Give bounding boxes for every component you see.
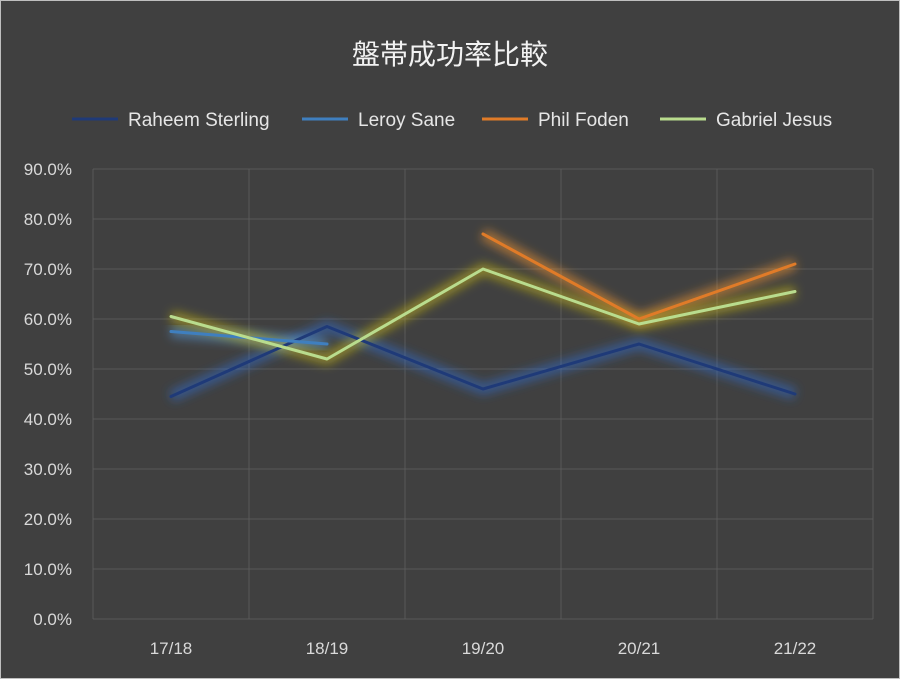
chart-title: 盤帯成功率比較 [352,38,548,71]
y-tick-label: 60.0% [24,310,72,329]
y-axis: 0.0% 10.0% 20.0% 30.0% 40.0% 50.0% 60.0% 70.0% 8… [24,160,72,629]
series-line [169,325,797,398]
series-glow [169,263,797,365]
x-tick-label: 20/21 [618,639,661,658]
x-axis: 17/18 18/19 19/20 20/21 21/22 [150,639,817,658]
y-tick-label: 70.0% [24,260,72,279]
legend: Raheem Sterling Leroy Sane Phil Foden Gabri… [72,110,832,131]
series-glows [168,229,797,402]
legend-label: Raheem Sterling [128,110,270,131]
y-tick-label: 90.0% [24,160,72,179]
legend-label: Leroy Sane [358,110,455,131]
x-tick-label: 17/18 [150,639,193,658]
y-tick-label: 80.0% [24,210,72,229]
y-tick-label: 40.0% [24,410,72,429]
series-line [481,232,797,321]
y-tick-label: 10.0% [24,560,72,579]
legend-label: Phil Foden [538,110,629,131]
y-tick-label: 50.0% [24,360,72,379]
legend-label: Gabriel Jesus [716,110,832,131]
x-tick-label: 19/20 [462,639,505,658]
y-tick-label: 30.0% [24,460,72,479]
x-tick-label: 18/19 [306,639,349,658]
y-tick-label: 0.0% [33,610,72,629]
x-tick-label: 21/22 [774,639,817,658]
series-line [169,267,797,361]
series-lines [169,232,797,398]
y-tick-label: 20.0% [24,510,72,529]
